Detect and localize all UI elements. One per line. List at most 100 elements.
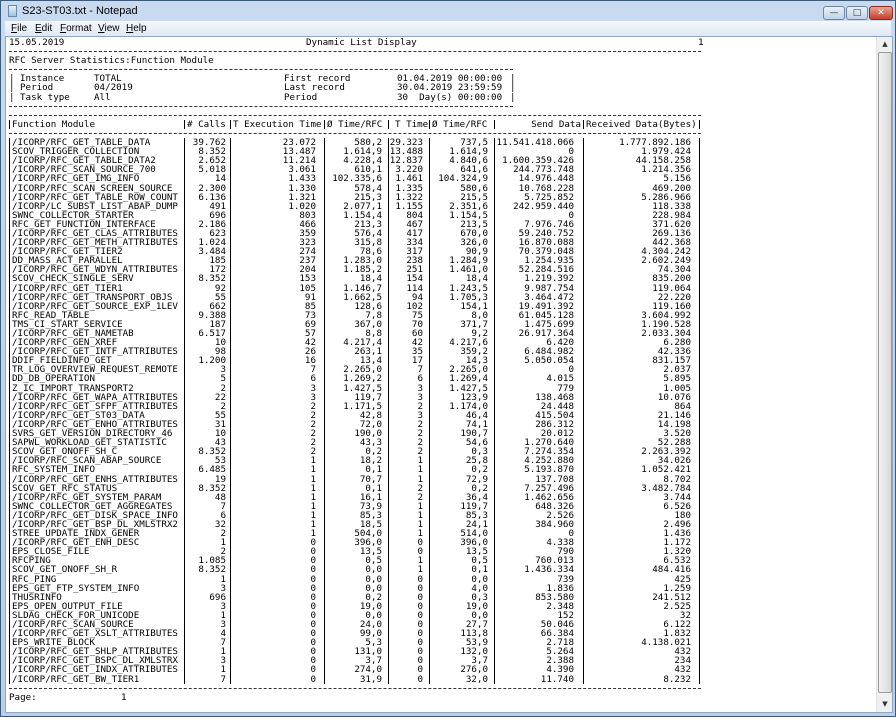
text-editor[interactable]: 15.05.2019 Dynamic List Display 1 RFC Se… (5, 36, 893, 713)
last-record-label: Last record (284, 82, 345, 94)
cell-function-module: /ICORP/RFC_GET_TABLE_DATA (9, 138, 184, 147)
cell-received-data: 371.620 (583, 220, 700, 229)
cell-execution-time: 1 (230, 529, 324, 538)
info-row-period: | Period 04/2019 Last record 30.04.2019 … (9, 82, 516, 94)
cell-t-time: 2 (388, 438, 429, 447)
period-duration-value: 30 Day(s) 00:00:00 (397, 91, 503, 103)
cell-t-time: 3 (388, 393, 429, 402)
cell-send-data: 5.193.870 (494, 465, 583, 475)
cell-avg-t-time-per-rfc: 24,1 (429, 520, 494, 529)
cell-avg-time-per-rfc: 576,4 (324, 229, 388, 238)
cell-received-data: 432 (583, 665, 700, 675)
cell-calls: 7 (184, 502, 230, 511)
cell-avg-time-per-rfc: 73,9 (324, 502, 388, 511)
cell-calls: 6.485 (184, 465, 230, 475)
cell-received-data: 1.979.424 (583, 147, 700, 156)
cell-execution-time: 2 (230, 411, 324, 420)
cell-execution-time: 26 (230, 347, 324, 356)
cell-send-data: 286.312 (494, 420, 583, 429)
cell-execution-time: 1 (230, 465, 324, 475)
table-row: /ICORP/RFC_GET_INDX_ATTRIBUTES 1 0 274,0 0 27… (9, 665, 879, 675)
cell-execution-time: 2 (230, 420, 324, 429)
cell-execution-time: 0 (230, 647, 324, 656)
table-row: /ICORP/RFC_GET_WDYN_ATTRIBUTES 172 204 1.18… (9, 265, 879, 274)
maximize-button[interactable]: □ (846, 6, 868, 20)
menu-format[interactable]: Format (60, 23, 92, 34)
cell-function-module: EPS_WRITE_BLOCK (9, 638, 184, 647)
cell-received-data: 74.304 (583, 265, 700, 274)
table-row: DD_MASS_ACT_PARALLEL 185 237 1.283,0 238 1.28… (9, 256, 879, 265)
cell-execution-time: 0 (230, 583, 324, 593)
cell-avg-t-time-per-rfc: 1.705,3 (429, 292, 494, 302)
cell-received-data: 42.336 (583, 347, 700, 356)
notepad-icon (8, 5, 17, 17)
cell-avg-time-per-rfc: 72,0 (324, 420, 388, 429)
cell-avg-time-per-rfc: 0,0 (324, 565, 388, 575)
menu-edit[interactable]: Edit (35, 23, 53, 34)
cell-calls: 3 (184, 602, 230, 611)
cell-send-data: 0 (494, 211, 583, 220)
cell-execution-time: 1 (230, 520, 324, 529)
scroll-down-icon[interactable]: ▼ (882, 700, 888, 708)
cell-function-module: RFC_GET_FUNCTION_INTERFACE (9, 220, 184, 229)
cell-avg-t-time-per-rfc: 514,0 (429, 529, 494, 538)
table-body: /ICORP/RFC_GET_TABLE_DATA 39.762 23.072 580… (9, 138, 879, 684)
cell-execution-time: 0 (230, 602, 324, 611)
cell-execution-time: 1.330 (230, 183, 324, 193)
cell-send-data: 138.468 (494, 393, 583, 402)
cell-execution-time: 1.020 (230, 202, 324, 211)
table-row: /ICORP/RFC_GET_TABLE_ROW_COUNT 6.136 1.321… (9, 192, 879, 202)
cell-avg-time-per-rfc: 13,5 (324, 547, 388, 556)
cell-t-time: 114 (388, 283, 429, 293)
scrollbar-thumb[interactable] (878, 52, 892, 693)
cell-send-data: 5.264 (494, 647, 583, 656)
cell-t-time: 17 (388, 356, 429, 365)
cell-execution-time: 13.487 (230, 147, 324, 156)
cell-send-data: 779 (494, 383, 583, 393)
cell-execution-time: 1 (230, 474, 324, 484)
close-button[interactable]: ✕ (869, 6, 893, 20)
cell-send-data: 5.725.852 (494, 192, 583, 202)
cell-avg-t-time-per-rfc: 2.265,0 (429, 365, 494, 375)
cell-received-data: 10.076 (583, 393, 700, 402)
cell-avg-time-per-rfc: 215,3 (324, 192, 388, 202)
period-value: 04/2019 (94, 82, 133, 94)
cell-received-data: 2.263.392 (583, 447, 700, 456)
cell-avg-time-per-rfc: 18,5 (324, 520, 388, 529)
column-header-avg-time-per-rfc: Ø Time/RFC (324, 120, 388, 129)
cell-function-module: RFC_SYSTEM_INFO (9, 465, 184, 475)
cell-function-module: TMS_CI_START_SERVICE (9, 320, 184, 329)
menu-help[interactable]: Help (126, 23, 147, 34)
table-row: /ICORP/RFC_GET_TIER2 3.484 274 78,6 317 90,9 7… (9, 247, 879, 256)
table-row: SAPWL_WORKLOAD_GET_STATISTIC 43 2 43,3 2 54,6… (9, 438, 879, 447)
vertical-scrollbar[interactable]: ▲ ▼ (876, 37, 892, 712)
cell-calls: 32 (184, 520, 230, 529)
table-row: RFCPING 1.085 0 0,5 1 0,5 760.013 6.532 (9, 556, 879, 565)
cell-avg-t-time-per-rfc: 72,9 (429, 474, 494, 484)
cell-avg-t-time-per-rfc: 190,7 (429, 429, 494, 438)
menu-file[interactable]: File (11, 23, 28, 34)
cell-function-module: /ICORP/RFC_GET_BW_TIER1 (9, 674, 184, 684)
cell-t-time: 1.322 (388, 192, 429, 202)
cell-send-data: 244.773.748 (494, 165, 583, 174)
cell-send-data: 1.436.334 (494, 565, 583, 575)
cell-send-data: 6.484.982 (494, 347, 583, 356)
scroll-up-icon[interactable]: ▲ (882, 40, 888, 48)
title-bar[interactable]: S23-ST03.txt - Notepad — □ ✕ (1, 1, 895, 21)
cell-received-data: 6.122 (583, 620, 700, 629)
cell-avg-time-per-rfc: 85,3 (324, 511, 388, 520)
cell-function-module: /ICORP/RFC_GET_TIER1 (9, 283, 184, 293)
cell-execution-time: 204 (230, 265, 324, 274)
cell-avg-time-per-rfc: 18,2 (324, 456, 388, 465)
minimize-button[interactable]: — (823, 6, 845, 20)
cell-avg-time-per-rfc: 0,2 (324, 447, 388, 456)
cell-avg-t-time-per-rfc: 670,0 (429, 229, 494, 238)
menu-bar: File Edit Format View Help (5, 21, 891, 36)
cell-avg-time-per-rfc: 16,1 (324, 493, 388, 502)
cell-execution-time: 42 (230, 338, 324, 347)
table-row: RFC_READ_TABLE 9.388 73 7,8 75 8,0 61.045.128 3… (9, 311, 879, 320)
cell-calls: 5.018 (184, 165, 230, 174)
menu-view[interactable]: View (98, 23, 120, 34)
cell-avg-time-per-rfc: 4.217,4 (324, 338, 388, 347)
cell-avg-time-per-rfc: 43,3 (324, 438, 388, 447)
